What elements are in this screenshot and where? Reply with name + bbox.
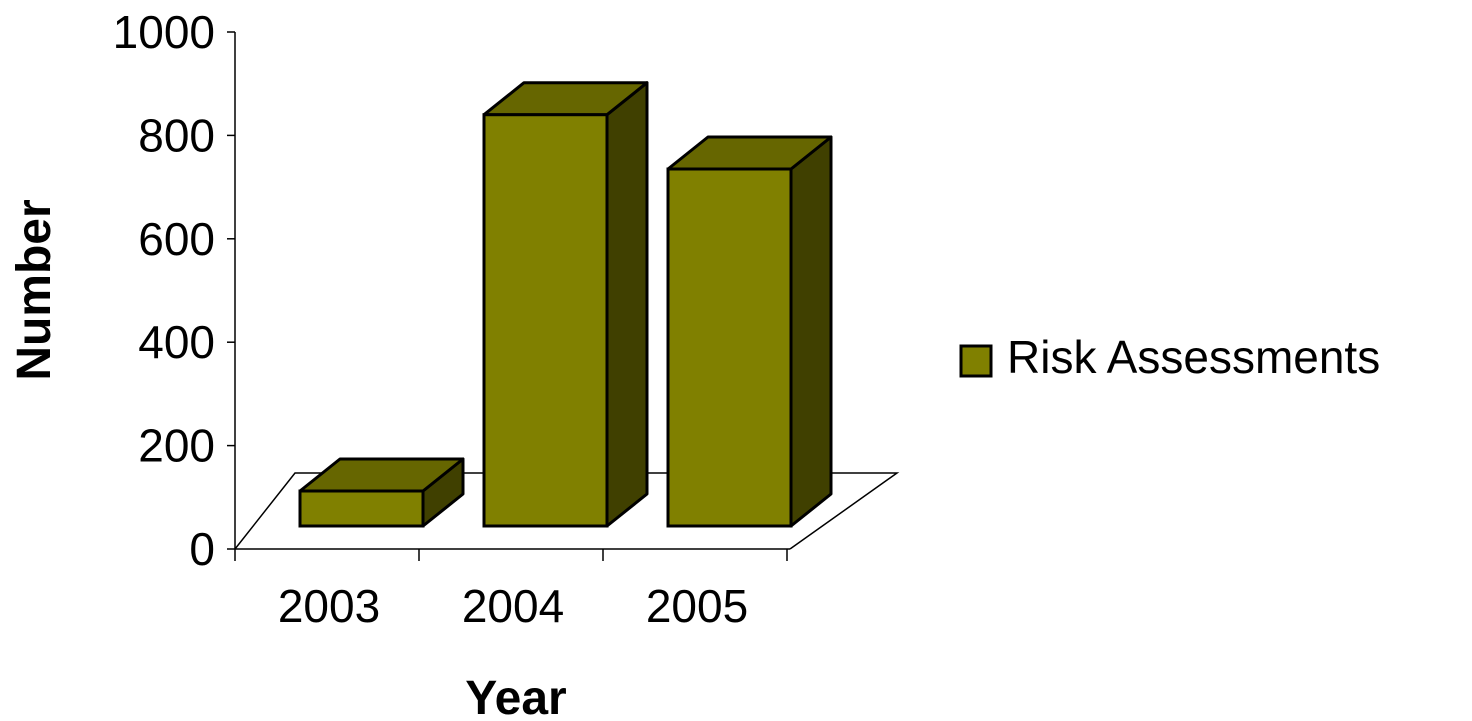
bars: [298, 81, 833, 528]
axes: [227, 31, 790, 561]
y-tick-label: 600: [138, 213, 215, 265]
y-tick-label: 200: [138, 420, 215, 472]
bar-side-face: [605, 81, 649, 528]
legend-label: Risk Assessments: [1007, 331, 1380, 383]
bar-side-face: [789, 135, 833, 528]
x-axis-title: Year: [465, 672, 566, 721]
bar-front-face: [298, 489, 425, 528]
y-tick-label: 400: [138, 316, 215, 368]
y-axis-title: Number: [8, 199, 61, 380]
x-tick-label: 2005: [646, 580, 748, 632]
legend-swatch: [959, 344, 993, 378]
axis-labels: 0 200 400 600 800 1000 2003 2004 2005: [113, 6, 749, 632]
y-tick-label: 1000: [113, 6, 215, 58]
y-tick-label: 800: [138, 109, 215, 161]
bar-front-face: [482, 113, 609, 528]
x-tick-label: 2003: [278, 580, 380, 632]
x-tick-label: 2004: [462, 580, 564, 632]
bar-2005: [666, 135, 833, 528]
legend: Risk Assessments: [959, 331, 1380, 383]
bar-2003: [298, 457, 465, 528]
y-tick-label: 0: [189, 523, 215, 575]
bar-front-face: [666, 167, 793, 528]
bar-2004: [482, 81, 649, 528]
